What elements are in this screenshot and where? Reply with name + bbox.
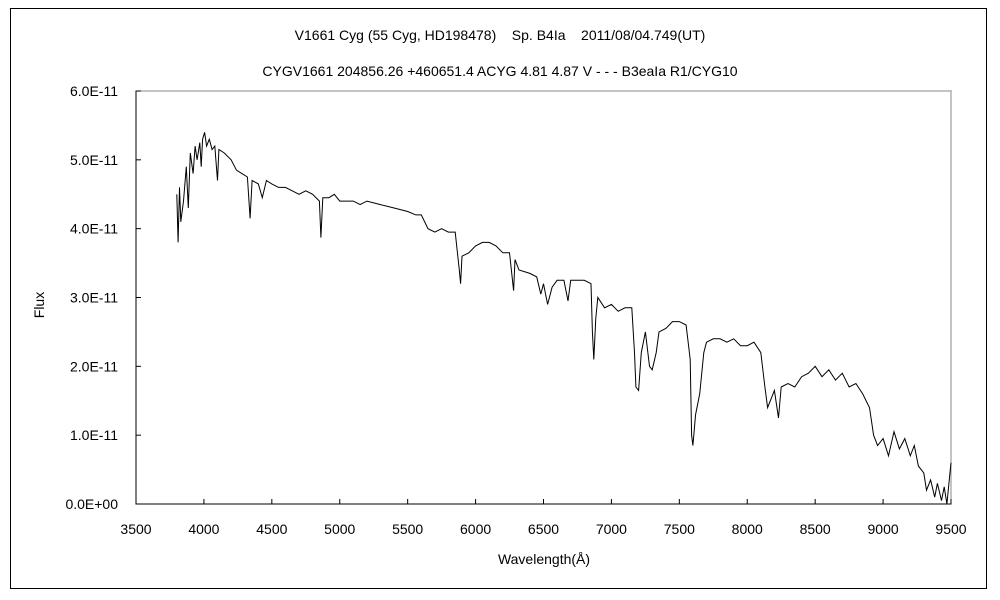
x-tick-label: 7500	[664, 521, 695, 537]
plot-area	[135, 90, 952, 505]
x-tick-label: 8500	[800, 521, 831, 537]
x-tick-label: 4500	[256, 521, 287, 537]
y-tick-label: 2.0E-11	[70, 358, 118, 374]
spectrum-line	[176, 132, 952, 505]
x-axis-label: Wavelength(Å)	[498, 551, 590, 567]
y-tick-label: 3.0E-11	[70, 290, 118, 306]
x-tick-label: 6500	[528, 521, 559, 537]
y-axis-label: Flux	[31, 292, 47, 318]
x-tick-label: 9000	[868, 521, 899, 537]
y-tick-label: 4.0E-11	[70, 221, 118, 237]
x-tick-label: 8000	[732, 521, 763, 537]
chart-frame	[10, 8, 987, 589]
x-tick-label: 4000	[188, 521, 219, 537]
y-tick-label: 1.0E-11	[70, 427, 118, 443]
x-tick-label: 5500	[392, 521, 423, 537]
y-tick-label: 6.0E-11	[70, 83, 118, 99]
chart-subtitle: CYGV1661 204856.26 +460651.4 ACYG 4.81 4…	[262, 63, 737, 79]
y-tick-label: 0.0E+00	[65, 496, 118, 512]
x-tick-label: 9500	[935, 521, 966, 537]
y-tick-label: 5.0E-11	[70, 152, 118, 168]
x-tick-label: 7000	[596, 521, 627, 537]
x-tick-label: 3500	[120, 521, 151, 537]
chart-title: V1661 Cyg (55 Cyg, HD198478) Sp. B4Ia 20…	[295, 27, 706, 43]
x-tick-label: 6000	[460, 521, 491, 537]
x-tick-label: 5000	[324, 521, 355, 537]
